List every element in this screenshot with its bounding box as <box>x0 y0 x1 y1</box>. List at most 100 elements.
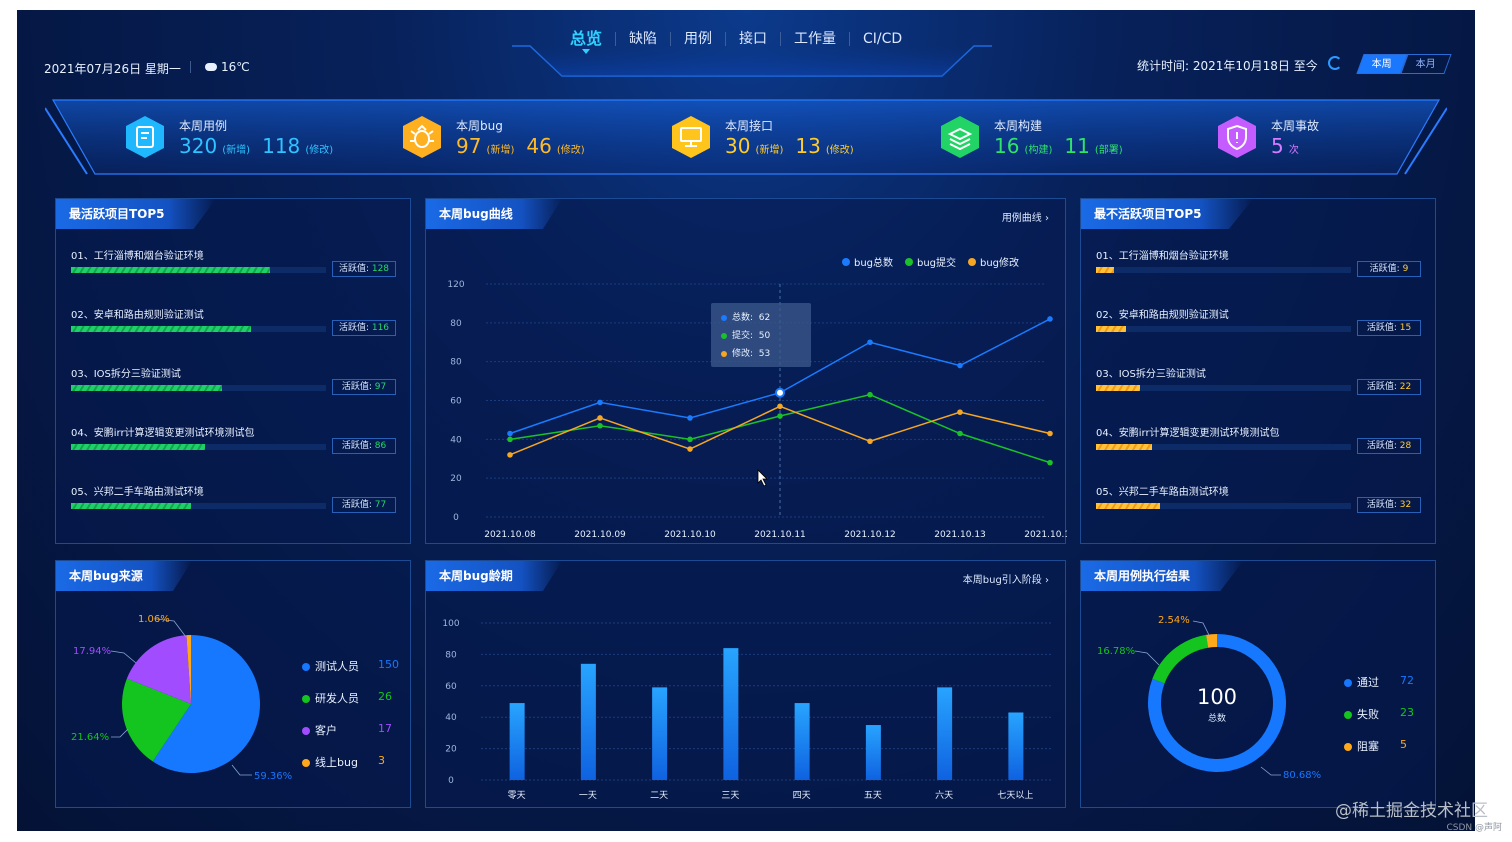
data-point[interactable] <box>687 415 693 421</box>
data-point[interactable] <box>507 430 513 437</box>
legend-item[interactable]: 线上bug 3 <box>302 754 385 770</box>
kpi-values: 5 次 <box>1271 134 1311 158</box>
badge-label: 活跃值: <box>338 264 369 274</box>
rank-item[interactable]: 01、工行淄博和烟台验证环境 活跃值: 9 <box>1096 247 1426 277</box>
legend-item[interactable]: 通过 72 <box>1344 674 1414 690</box>
data-point[interactable] <box>1047 459 1053 466</box>
panel-bug-source: 本周bug来源 1.06% 17.94% 21.64% 59.36% 测试人员 150 研… <box>55 560 411 808</box>
tab-cases[interactable]: 用例 <box>671 32 727 46</box>
rank-track <box>1096 385 1351 391</box>
rank-value: 28 <box>1399 441 1412 451</box>
data-point[interactable] <box>1047 430 1053 437</box>
tab-api[interactable]: 接口 <box>726 32 782 46</box>
rank-item[interactable]: 03、IOS拆分三验证测试 活跃值: 22 <box>1096 365 1426 395</box>
kpi-value: 97 <box>456 134 482 158</box>
kpi-label: 本周构建 <box>994 119 1043 133</box>
tab-overview[interactable]: 总览 <box>557 31 617 54</box>
legend-item[interactable]: 客户 17 <box>302 722 392 738</box>
tab-cicd[interactable]: CI/CD <box>863 31 903 47</box>
data-point[interactable] <box>957 362 963 369</box>
kpi-value: 46 <box>526 134 552 158</box>
tab-defects[interactable]: 缺陷 <box>616 32 672 46</box>
rank-item[interactable]: 02、安卓和路由规则验证测试 活跃值: 15 <box>1096 306 1426 336</box>
rank-item[interactable]: 04、安鹏irr计算逻辑变更测试环境测试包 活跃值: 86 <box>71 424 401 454</box>
bar[interactable] <box>723 648 739 780</box>
rank-badge: 活跃值: 32 <box>1357 497 1421 513</box>
legend-label: bug修改 <box>980 256 1019 269</box>
donut-slice[interactable] <box>1206 634 1217 648</box>
y-tick-label: 80 <box>450 319 462 329</box>
legend-item[interactable]: 阻塞 5 <box>1344 738 1407 754</box>
panel-title: 最不活跃项目TOP5 <box>1081 199 1253 229</box>
bar[interactable] <box>1008 712 1024 780</box>
tooltip-label: 提交: <box>732 331 754 341</box>
data-point[interactable] <box>957 430 963 437</box>
donut-slice[interactable] <box>1152 634 1209 684</box>
legend-item[interactable]: 测试人员 150 <box>302 658 399 674</box>
tab-workload[interactable]: 工作量 <box>781 32 851 46</box>
rank-item[interactable]: 02、安卓和路由规则验证测试 活跃值: 116 <box>71 306 401 336</box>
bar[interactable] <box>794 703 810 780</box>
dot-icon <box>721 315 727 321</box>
panel-least-active: 最不活跃项目TOP5 01、工行淄博和烟台验证环境 活跃值: 9 02、安卓和路由规… <box>1080 198 1436 544</box>
rank-badge: 活跃值: 77 <box>332 497 396 513</box>
curve-link[interactable]: 用例曲线 › <box>1002 209 1049 224</box>
data-point[interactable] <box>597 399 603 406</box>
toggle-month[interactable]: 本月 <box>1400 54 1452 74</box>
data-point[interactable] <box>867 438 873 445</box>
y-tick-label: 60 <box>450 397 462 407</box>
rank-item[interactable]: 01、工行淄博和烟台验证环境 活跃值: 128 <box>71 247 401 277</box>
legend-item[interactable]: 失败 23 <box>1344 706 1414 722</box>
rank-value: 32 <box>1399 500 1412 510</box>
kpi-unit: (修改) <box>825 145 854 156</box>
pie-slice[interactable] <box>152 635 260 773</box>
bar[interactable] <box>865 725 881 780</box>
data-point[interactable] <box>507 436 513 443</box>
data-point[interactable] <box>597 422 603 429</box>
data-point[interactable] <box>777 403 783 410</box>
legend-item[interactable]: 研发人员 26 <box>302 690 392 706</box>
data-point[interactable] <box>775 387 785 398</box>
bar[interactable] <box>509 703 525 780</box>
pie-slice[interactable] <box>121 678 191 762</box>
rank-value: 77 <box>374 500 387 510</box>
refresh-icon[interactable] <box>1328 56 1342 70</box>
link-label: 本周bug引入阶段 <box>962 575 1042 586</box>
legend-label: 测试人员 <box>315 660 359 673</box>
legend-label: 客户 <box>315 724 337 737</box>
age-link[interactable]: 本周bug引入阶段 › <box>963 571 1049 586</box>
tooltip-row: 总数: 62 <box>721 309 801 327</box>
bar[interactable] <box>937 687 953 780</box>
data-point[interactable] <box>867 339 873 346</box>
rank-track <box>71 385 326 391</box>
data-point[interactable] <box>1047 316 1053 322</box>
toggle-week[interactable]: 本周 <box>1356 54 1408 74</box>
data-point[interactable] <box>687 446 693 452</box>
bar[interactable] <box>652 687 668 780</box>
kpi-label: 本周接口 <box>725 119 774 133</box>
bar[interactable] <box>580 663 596 780</box>
tooltip-label: 修改: <box>732 349 754 359</box>
kpi-value: 5 <box>1271 134 1284 158</box>
rank-item[interactable]: 04、安鹏irr计算逻辑变更测试环境测试包 活跃值: 28 <box>1096 424 1426 454</box>
rank-track <box>71 503 326 509</box>
kpi-value: 11 <box>1064 134 1090 158</box>
data-point[interactable] <box>597 415 603 421</box>
data-point[interactable] <box>867 391 873 398</box>
rank-item[interactable]: 05、兴邦二手车路由测试环境 活跃值: 77 <box>71 483 401 513</box>
rank-badge: 活跃值: 128 <box>332 261 396 277</box>
pie-slice[interactable] <box>126 635 191 704</box>
chevron-right-icon: › <box>1045 575 1049 586</box>
data-point[interactable] <box>507 452 513 458</box>
pie-slice[interactable] <box>186 635 191 704</box>
rank-item[interactable]: 03、IOS拆分三验证测试 活跃值: 97 <box>71 365 401 395</box>
period-toggle: 本周 本月 <box>1356 54 1452 74</box>
kpi-value: 118 <box>262 134 301 158</box>
legend-dot <box>302 663 310 671</box>
data-point[interactable] <box>777 413 783 419</box>
rank-track <box>1096 503 1351 509</box>
data-point[interactable] <box>957 409 963 415</box>
temperature: 16℃ <box>221 60 250 74</box>
rank-item[interactable]: 05、兴邦二手车路由测试环境 活跃值: 32 <box>1096 483 1426 513</box>
data-point[interactable] <box>687 436 693 443</box>
